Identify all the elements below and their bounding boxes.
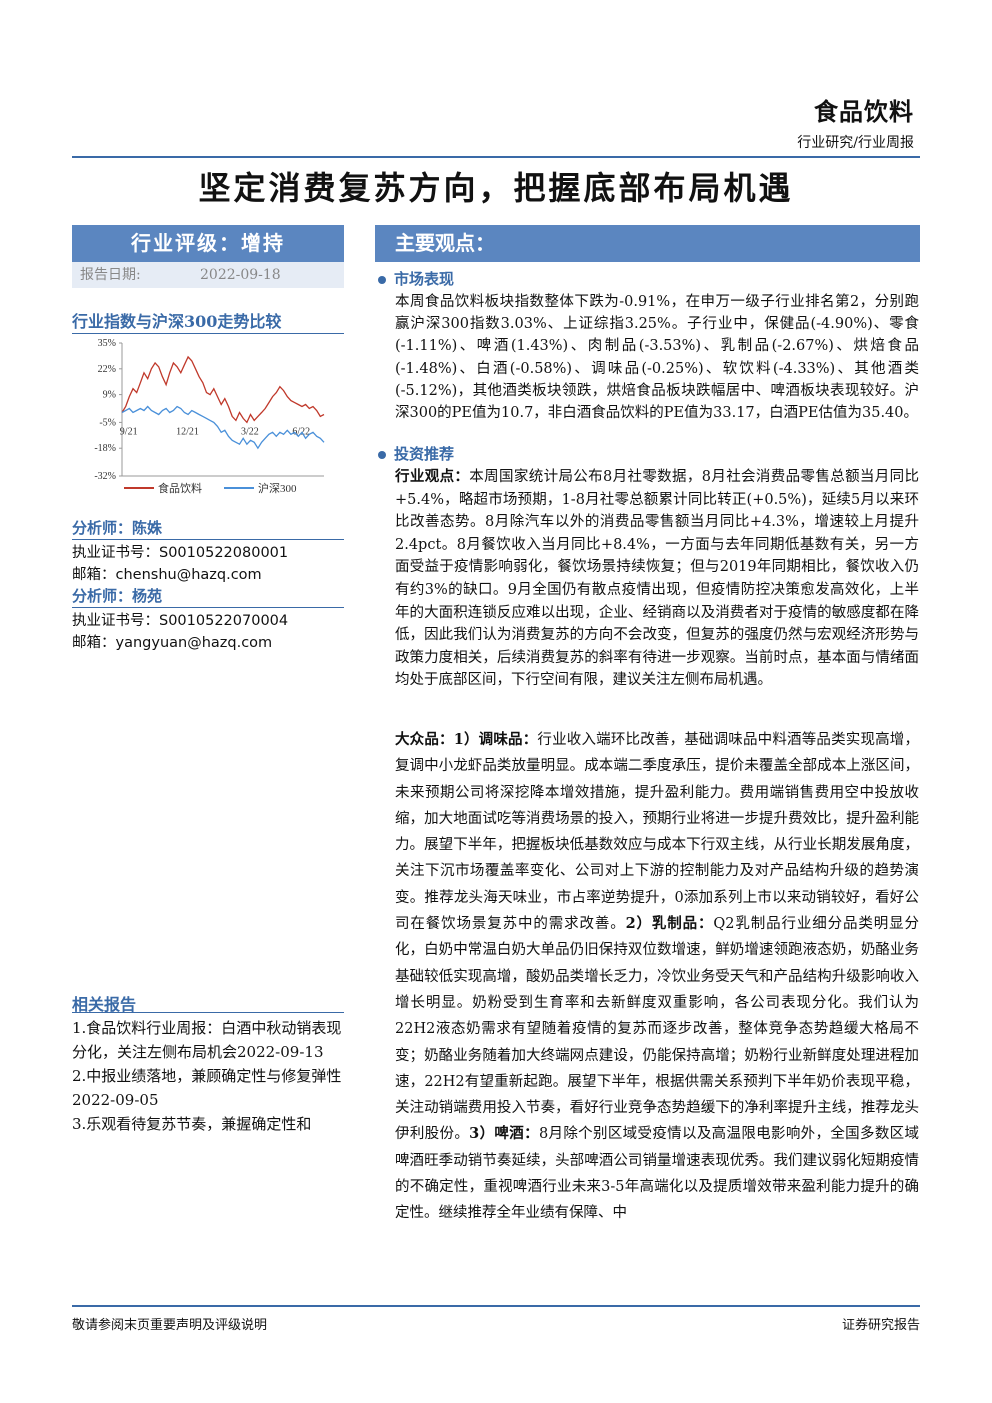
beer-text: 8月除个别区域受疫情以及高温限电影响外，全国多数区域啤酒旺季动销节奏延续，头部啤…	[395, 1126, 919, 1222]
related-reports-title: 相关报告	[72, 995, 137, 1014]
mass-goods-paragraph: 大众品：1）调味品：行业收入端环比改善，基础调味品中料酒等品类实现高增，复调中小…	[395, 727, 919, 1227]
bullet-icon	[378, 451, 386, 459]
analyst-2-email[interactable]: 邮箱：yangyuan@hazq.com	[72, 635, 273, 651]
invest-heading-text: 投资推荐	[394, 445, 455, 463]
report-title: 坚定消费复苏方向，把握底部布局机遇	[198, 169, 794, 207]
report-date-label: 报告日期:	[80, 267, 141, 283]
condiment-text: 行业收入端环比改善，基础调味品中料酒等品类实现高增，复调中小龙虾品类放量明显。成…	[395, 732, 919, 933]
industry-view-paragraph: 行业观点：本周国家统计局公布8月社零数据，8月社会消费品零售总额当月同比+5.4…	[395, 466, 919, 692]
report-date-value: 2022-09-18	[200, 267, 281, 283]
y-tick-label: -18%	[94, 443, 116, 454]
analyst-2-name: 分析师：杨苑	[72, 587, 163, 605]
invest-section-heading: 投资推荐	[378, 443, 454, 464]
market-section-heading: 市场表现	[378, 268, 454, 289]
x-tick-label: 9/21	[120, 426, 138, 437]
main-points-heading: 主要观点：	[375, 225, 920, 262]
analyst-2-divider	[72, 607, 344, 608]
x-tick-label: 6/22	[292, 426, 310, 437]
related-report-item[interactable]: 2.中报业绩落地，兼顾确定性与修复弹性 2022-09-05	[72, 1067, 342, 1109]
footer-disclaimer: 敬请参阅末页重要声明及评级说明	[72, 1318, 268, 1333]
analyst-1-email[interactable]: 邮箱：chenshu@hazq.com	[72, 567, 262, 583]
mass-goods-label: 大众品：1）调味品：	[395, 731, 538, 748]
report-date-bar: 报告日期: 2022-09-18	[72, 262, 344, 288]
market-paragraph: 本周食品饮料板块指数整体下跌为-0.91%，在申万一级子行业排名第2，分别跑赢沪…	[395, 294, 919, 422]
legend-label: 沪深300	[258, 481, 297, 495]
header-divider	[72, 156, 920, 158]
analyst-1-name: 分析师：陈姝	[72, 519, 163, 537]
x-tick-label: 3/22	[241, 426, 259, 437]
analyst-2-cert: 执业证书号：S0010522070004	[72, 613, 289, 629]
related-reports-list: 1.食品饮料行业周报：白酒中秋动销表现分化，关注左侧布局机会2022-09-13…	[72, 1016, 344, 1136]
analyst-1-cert: 执业证书号：S0010522080001	[72, 545, 289, 561]
beer-label: 3）啤酒：	[469, 1125, 539, 1143]
industry-view-text: 本周国家统计局公布8月社零数据，8月社会消费品零售总额当月同比+5.4%，略超市…	[395, 469, 919, 689]
related-report-item[interactable]: 3.乐观看待复苏节奏，兼握确定性和	[72, 1115, 312, 1133]
dairy-text: Q2乳制品行业细分品类明显分化，白奶中常温白奶大单品仍旧保持双位数增速，鲜奶增速…	[395, 916, 919, 1143]
footer-report-type: 证券研究报告	[841, 1318, 920, 1333]
index-comparison-chart: 35% 22% 9% -5% -18% -32% 9/21 12/21 3/22 6/22 食品…	[94, 338, 325, 495]
market-heading-text: 市场表现	[394, 270, 455, 288]
industry-rating: 行业评级：增持	[72, 225, 344, 262]
chart-title: 行业指数与沪深300走势比较	[72, 312, 282, 331]
footer-divider	[72, 1305, 920, 1307]
y-tick-label: -5%	[99, 417, 116, 428]
dairy-label: 2）乳制品：	[625, 915, 714, 933]
y-tick-label: 9%	[103, 390, 116, 401]
analyst-1-divider	[72, 539, 344, 540]
series-line-1	[121, 355, 325, 424]
y-tick-label: 35%	[98, 338, 116, 349]
y-tick-label: -32%	[94, 471, 116, 482]
y-tick-label: 22%	[98, 364, 116, 375]
x-tick-label: 12/21	[176, 426, 199, 437]
header-section-name: 食品饮料	[814, 97, 914, 126]
header-subtitle: 行业研究/行业周报	[797, 135, 914, 151]
bullet-icon	[378, 276, 386, 284]
chart-title-divider	[72, 333, 344, 334]
series-line-2	[121, 405, 325, 450]
related-reports-divider	[72, 1012, 344, 1013]
industry-view-label: 行业观点：	[395, 468, 470, 485]
legend-label: 食品饮料	[158, 481, 202, 495]
related-report-item[interactable]: 1.食品饮料行业周报：白酒中秋动销表现分化，关注左侧布局机会2022-09-13	[72, 1019, 342, 1061]
